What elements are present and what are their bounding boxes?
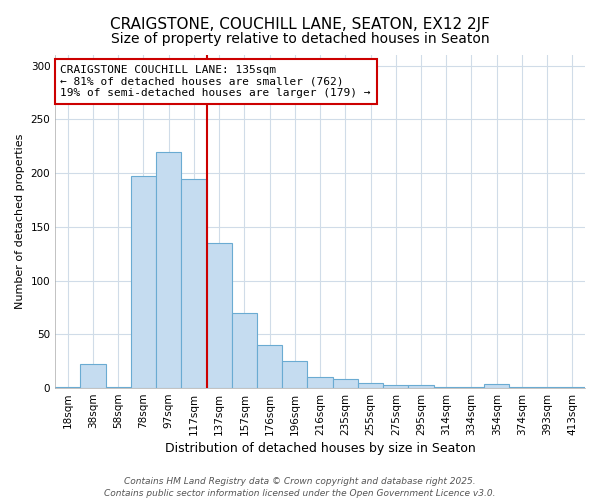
Text: Size of property relative to detached houses in Seaton: Size of property relative to detached ho… — [110, 32, 490, 46]
Bar — [459, 387, 484, 388]
Bar — [358, 382, 383, 388]
Bar — [156, 152, 181, 388]
Bar — [509, 387, 535, 388]
Bar — [55, 387, 80, 388]
Bar — [106, 387, 131, 388]
X-axis label: Distribution of detached houses by size in Seaton: Distribution of detached houses by size … — [165, 442, 475, 455]
Bar — [131, 176, 156, 388]
Bar — [206, 243, 232, 388]
Bar — [535, 387, 560, 388]
Bar — [307, 378, 332, 388]
Bar — [80, 364, 106, 388]
Bar — [257, 345, 282, 388]
Text: CRAIGSTONE, COUCHILL LANE, SEATON, EX12 2JF: CRAIGSTONE, COUCHILL LANE, SEATON, EX12 … — [110, 18, 490, 32]
Bar — [282, 361, 307, 388]
Text: CRAIGSTONE COUCHILL LANE: 135sqm
← 81% of detached houses are smaller (762)
19% : CRAIGSTONE COUCHILL LANE: 135sqm ← 81% o… — [61, 65, 371, 98]
Text: Contains HM Land Registry data © Crown copyright and database right 2025.
Contai: Contains HM Land Registry data © Crown c… — [104, 476, 496, 498]
Bar — [434, 387, 459, 388]
Bar — [560, 387, 585, 388]
Bar — [409, 385, 434, 388]
Bar — [232, 313, 257, 388]
Bar — [383, 385, 409, 388]
Y-axis label: Number of detached properties: Number of detached properties — [15, 134, 25, 309]
Bar — [181, 178, 206, 388]
Bar — [332, 380, 358, 388]
Bar — [484, 384, 509, 388]
